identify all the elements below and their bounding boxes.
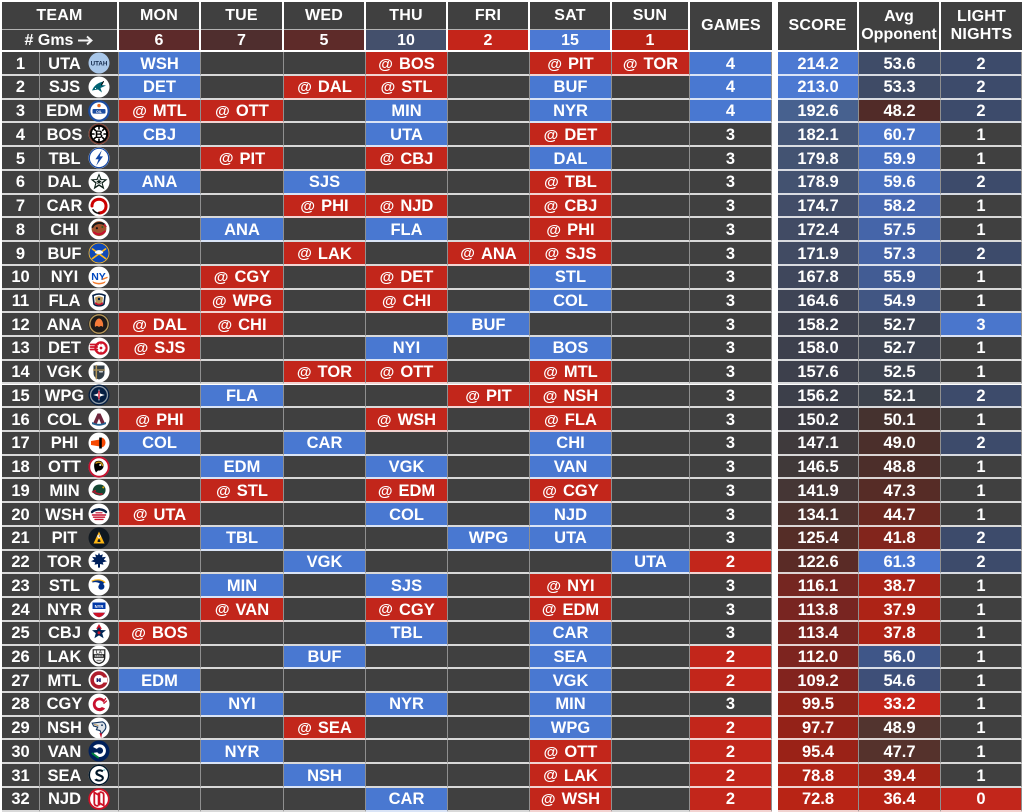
svg-text:LA: LA (96, 650, 103, 655)
svg-text:UTAH: UTAH (91, 61, 108, 68)
svg-text:OIL: OIL (96, 109, 103, 113)
svg-text:NY: NY (91, 271, 106, 283)
svg-text:B: B (95, 129, 103, 141)
svg-text:NYR: NYR (95, 604, 104, 609)
svg-text:KINGS: KINGS (95, 655, 104, 659)
